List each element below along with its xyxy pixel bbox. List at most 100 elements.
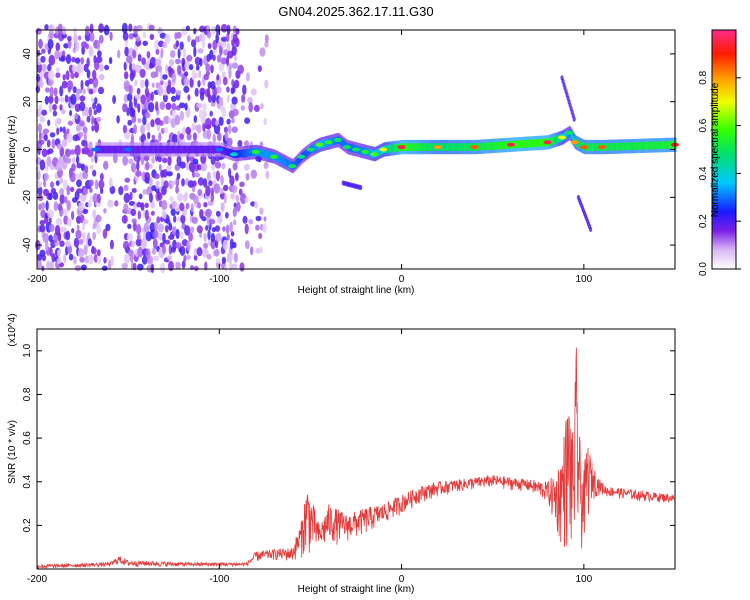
spectrogram-noise-cell: [149, 193, 153, 203]
spectrogram-noise-cell: [131, 67, 136, 79]
spectrogram-noise-cell: [359, 184, 363, 191]
spectrogram-noise-cell: [257, 65, 262, 72]
spectrogram-ridge-cell: [619, 142, 621, 151]
spectrogram-noise-cell: [205, 225, 209, 231]
spectrogram-noise-cell: [76, 155, 80, 165]
spectrogram-ridge-cell: [497, 141, 500, 150]
spectrogram-ridge-cell: [645, 141, 648, 150]
spectrogram-ridge-cell: [418, 143, 420, 151]
spectrogram-ridge-cell: [449, 143, 452, 151]
spectrogram-noise-cell: [184, 225, 191, 236]
spectrogram-ridge-cell: [281, 156, 283, 165]
spectrogram-noise-cell: [74, 41, 80, 52]
spectrogram-ridge-cell: [175, 145, 177, 154]
spectrogram-ridge-cell: [665, 141, 667, 149]
spectrogram-noise-cell: [141, 255, 148, 265]
spectrogram-noise-cell: [218, 116, 224, 127]
spectrogram-noise-cell: [62, 50, 66, 56]
spectrogram-ridge-point: [229, 152, 238, 157]
spectrogram-noise-cell: [127, 119, 133, 126]
spectrogram-noise-cell: [226, 86, 230, 93]
spectrogram-noise-cell: [137, 263, 144, 271]
spectrogram-noise-cell: [93, 109, 98, 116]
spectrogram-noise-cell: [163, 211, 167, 220]
spectrogram-noise-cell: [179, 133, 185, 140]
spectrogram-noise-cell: [235, 172, 239, 182]
spectrogram-ridge-cell: [173, 145, 175, 154]
spectrogram-ridge-cell: [294, 160, 296, 168]
spectrogram-noise-cell: [49, 132, 56, 138]
spectrogram-ridge-cell: [620, 142, 622, 151]
spectrogram-noise-cell: [233, 79, 240, 89]
spectrogram-noise-cell: [74, 112, 79, 120]
spectrogram-noise-cell: [210, 232, 216, 243]
spectrogram-noise-cell: [215, 170, 221, 182]
spectrogram-ridge-cell: [166, 145, 168, 154]
spectrogram-noise-cell: [196, 225, 203, 234]
spectrogram-ridge-cell: [107, 145, 109, 154]
spectrogram-ridge-cell: [425, 143, 428, 151]
spectrogram-ridge-cell: [465, 143, 467, 151]
spectrogram-noise-cell: [71, 64, 78, 73]
spectrogram-noise-cell: [39, 249, 46, 257]
spectrogram-ridge-cell: [161, 145, 163, 154]
spectrogram-noise-cell: [47, 38, 54, 50]
spectrogram-noise-cell: [135, 36, 141, 42]
spectrogram-ridge-cell: [391, 144, 394, 153]
spectrogram-noise-cell: [112, 95, 116, 104]
spectrogram-noise-cell: [131, 240, 136, 248]
spectrogram-noise-cell: [142, 115, 147, 126]
spectrogram-ridge-cell: [209, 145, 211, 154]
spectrogram-ridge-cell: [177, 145, 179, 154]
spectrogram-noise-cell: [222, 239, 229, 251]
spectrogram-x-axis-label: Height of straight line (km): [298, 285, 415, 296]
spectrogram-noise-cell: [59, 177, 64, 184]
spectrogram-ridge-cell: [313, 144, 315, 152]
spectrogram-noise-cell: [171, 72, 177, 83]
spectrogram-noise-cell: [253, 104, 260, 112]
spectrogram-ridge-point: [215, 147, 224, 152]
spectrogram-noise-cell: [158, 120, 164, 126]
spectrogram-noise-cell: [167, 79, 172, 90]
spectrogram-noise-cell: [241, 94, 246, 103]
spectrogram-ridge-cell: [199, 145, 201, 154]
spectrogram-noise-cell: [223, 126, 228, 133]
spectrogram-ridge-cell: [351, 144, 353, 152]
spectrogram-noise-cell: [67, 35, 72, 42]
spectrogram-noise-cell: [76, 63, 82, 75]
spectrogram-ridge-cell: [282, 157, 284, 165]
spectrogram-noise-cell: [191, 123, 196, 132]
spectrogram-noise-cell: [222, 76, 228, 86]
spectrogram-noise-cell: [110, 255, 114, 267]
snr-series-line: [37, 347, 675, 570]
spectrogram-noise-cell: [162, 74, 168, 80]
spectrogram-ridge-cell: [181, 145, 184, 154]
spectrogram-noise-cell: [140, 202, 145, 211]
spectrogram-noise-cell: [99, 73, 105, 81]
spectrogram-ridge-cell: [99, 145, 102, 154]
spectrogram-noise-cell: [165, 102, 172, 110]
spectrogram-noise-cell: [75, 124, 81, 132]
spectrogram-noise-cell: [101, 265, 108, 271]
spectrogram-ridge-cell: [144, 145, 147, 154]
spectrogram-noise-cell: [223, 184, 229, 192]
spectrogram-ridge-cell: [468, 143, 470, 151]
spectrogram-noise-cell: [53, 201, 59, 212]
spectrogram-ridge-cell: [456, 143, 458, 151]
spectrogram-ridge-cell: [423, 143, 425, 151]
spectrogram-noise-cell: [65, 230, 71, 241]
spectrogram-noise-cell: [176, 130, 181, 142]
spectrogram-ridge-cell: [609, 143, 611, 151]
spectrogram-ridge-cell: [296, 157, 299, 166]
snr-panel: -200 -100 0 100 0.2 0.4 0.6 0.8 1.0 Height of s…: [7, 313, 676, 595]
spectrogram-noise-cell: [70, 149, 76, 155]
spectrogram-noise-cell: [114, 200, 119, 207]
spectrogram-noise-cell: [161, 199, 168, 211]
spectrogram-ridge-cell: [162, 145, 164, 154]
colorbar-tick-label: 0.2: [698, 214, 709, 228]
spectrogram-ridge-cell: [591, 143, 594, 151]
spectrogram-noise-cell: [87, 254, 94, 265]
spectrogram-noise-cell: [122, 155, 129, 166]
spectrogram-noise-cell: [150, 119, 155, 128]
spectrogram-ridge-cell: [264, 150, 267, 159]
